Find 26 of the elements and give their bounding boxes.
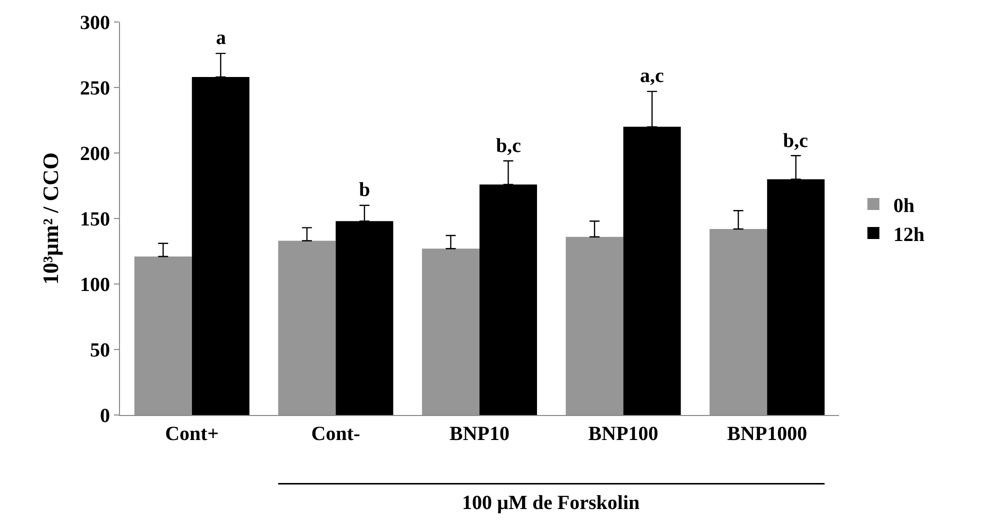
legend-label: 0h: [893, 194, 915, 217]
bar: [278, 240, 336, 415]
annotation: b,c: [496, 135, 522, 157]
annotation: b: [359, 179, 370, 201]
y-tick-label: 0: [100, 405, 110, 427]
x-tick-label: Cont+: [165, 423, 219, 445]
x-tick-label: BNP100: [588, 423, 658, 445]
legend-label: 12h: [893, 224, 925, 246]
x-tick-label: BNP1000: [727, 423, 808, 445]
y-tick-label: 100: [80, 274, 110, 296]
y-tick-label: 200: [80, 143, 110, 165]
y-tick-label: 50: [90, 340, 110, 362]
annotation: a,c: [640, 65, 664, 87]
y-tick-label: 300: [80, 12, 110, 34]
bar: [422, 248, 480, 415]
bar: [566, 236, 624, 415]
y-tick-label: 150: [80, 208, 110, 230]
text: 100 µM de Forskolin: [462, 492, 640, 514]
bar: [710, 228, 768, 415]
bar: [134, 256, 192, 415]
annotation: b,c: [783, 130, 808, 152]
x-tick-label: Cont-: [311, 423, 360, 445]
x-tick-label: BNP10: [450, 423, 510, 445]
annotation: a: [216, 27, 226, 49]
y-tick-label: 250: [80, 78, 110, 100]
y-axis-title: 10³µm² / CCO: [38, 152, 63, 285]
